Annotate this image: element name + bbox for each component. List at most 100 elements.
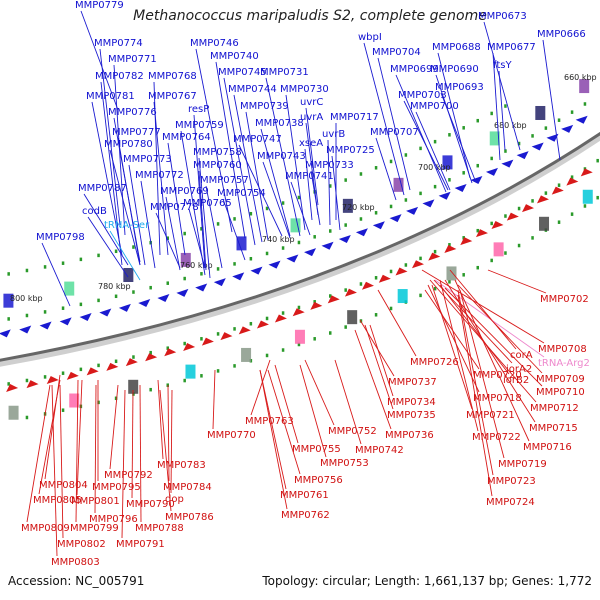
gene-blocks [0, 79, 593, 420]
gene-leader-line [304, 148, 313, 221]
track-mark [596, 158, 599, 163]
gene-leader-line [377, 289, 417, 357]
gene-label: MMP0790 [126, 499, 175, 510]
gene-leader-line [51, 384, 58, 557]
gene-label: MMP0741 [285, 171, 334, 182]
track-mark [313, 235, 316, 239]
track-mark [183, 341, 186, 346]
gene-leader-line [369, 324, 394, 397]
gene-leader-line [128, 164, 146, 266]
scale-tick-label: 700 kbp [418, 163, 451, 172]
gene-label: MMP0776 [108, 107, 157, 118]
track-mark [216, 267, 220, 271]
gene-label: MMP0688 [432, 42, 481, 53]
track-mark [490, 258, 493, 263]
gene-label: MMP0747 [233, 134, 282, 145]
forward-gene-arrow [79, 313, 92, 322]
gene-leader-line [99, 48, 121, 226]
gene-feature-block [442, 155, 453, 170]
forward-gene-arrow [575, 115, 588, 124]
forward-gene-arrow [372, 221, 385, 230]
gene-label: ftsY [493, 60, 512, 71]
track-mark [281, 246, 285, 250]
gene-leader-line [431, 284, 473, 410]
track-mark [344, 178, 347, 182]
gene-label: MMP0774 [94, 38, 143, 49]
reverse-gene-arrow [411, 260, 424, 269]
reverse-gene-arrow [361, 281, 374, 290]
forward-gene-arrow [118, 303, 131, 312]
gene-leader-line [109, 230, 141, 281]
gene-label: MMP0786 [165, 512, 214, 523]
track-mark [149, 285, 152, 290]
forward-gene-arrow [0, 329, 11, 338]
forward-gene-arrow [406, 206, 419, 215]
gene-leader-line [403, 100, 449, 191]
gene-label: MMP0721 [466, 410, 515, 421]
track-mark [43, 375, 47, 379]
gene-label: resP [188, 104, 209, 115]
track-mark [166, 281, 169, 285]
track-mark [374, 313, 378, 317]
reverse-gene-arrow [310, 301, 323, 310]
track-mark [557, 220, 561, 224]
gene-label: MMP0762 [281, 510, 330, 521]
gene-label: MMP0737 [388, 377, 437, 388]
gene-label: MMP0783 [157, 460, 206, 471]
gene-leader-line [205, 185, 223, 269]
gene-label: MMP0703 [398, 90, 447, 101]
gene-leader-line [327, 139, 331, 226]
track-mark [596, 195, 599, 200]
gene-leader-line [167, 142, 186, 256]
gene-label: MMP0743 [257, 151, 306, 162]
gene-leader-line [76, 379, 83, 496]
track-mark [25, 268, 29, 273]
track-mark [419, 146, 422, 151]
gene-leader-line [267, 369, 301, 475]
track-mark [557, 118, 561, 122]
gene-leader-line [457, 294, 493, 497]
track-mark [504, 214, 507, 218]
reverse-gene-arrow [238, 326, 251, 335]
track-mark [132, 355, 135, 359]
reverse-gene-arrow [201, 337, 214, 346]
track-mark [359, 172, 363, 176]
track-mark [504, 149, 507, 153]
track-mark [79, 367, 83, 372]
reverse-gene-arrow [522, 204, 535, 213]
reverse-gene-arrow [444, 244, 457, 253]
forward-gene-arrow [213, 278, 226, 287]
gene-label: MMP0771 [108, 54, 157, 65]
gene-feature-block [180, 252, 191, 267]
track-mark [419, 293, 422, 298]
track-mark [249, 256, 253, 261]
track-mark [61, 371, 65, 375]
track-mark [97, 298, 100, 303]
gene-label: MMP0700 [410, 101, 459, 112]
gene-leader-line [155, 212, 181, 269]
gene-label: MMP0699 [390, 64, 439, 75]
reverse-gene-arrow [274, 314, 287, 323]
gene-leader-line [354, 329, 392, 430]
gene-feature-block [3, 293, 14, 308]
gene-label: MMP0764 [162, 132, 211, 143]
track-mark [7, 382, 10, 386]
gene-leader-line [310, 170, 321, 226]
track-mark [265, 353, 269, 358]
track-mark [490, 221, 493, 226]
scale-tick-label: 680 kbp [494, 121, 527, 130]
track-mark [557, 183, 561, 187]
gene-leader-line [542, 39, 561, 161]
reverse-gene-arrow [145, 353, 158, 362]
gene-leader-line [262, 161, 291, 239]
track-mark [7, 317, 10, 321]
gene-feature-block [236, 236, 247, 251]
gene-label: MMP0802 [57, 539, 106, 550]
gene-leader-line [41, 242, 71, 307]
gene-leader-line [170, 389, 173, 494]
track-mark [448, 133, 451, 137]
gene-label: MMP0791 [116, 539, 165, 550]
track-mark [200, 374, 203, 378]
gene-leader-line [444, 279, 536, 423]
gene-feature-block [539, 216, 550, 231]
